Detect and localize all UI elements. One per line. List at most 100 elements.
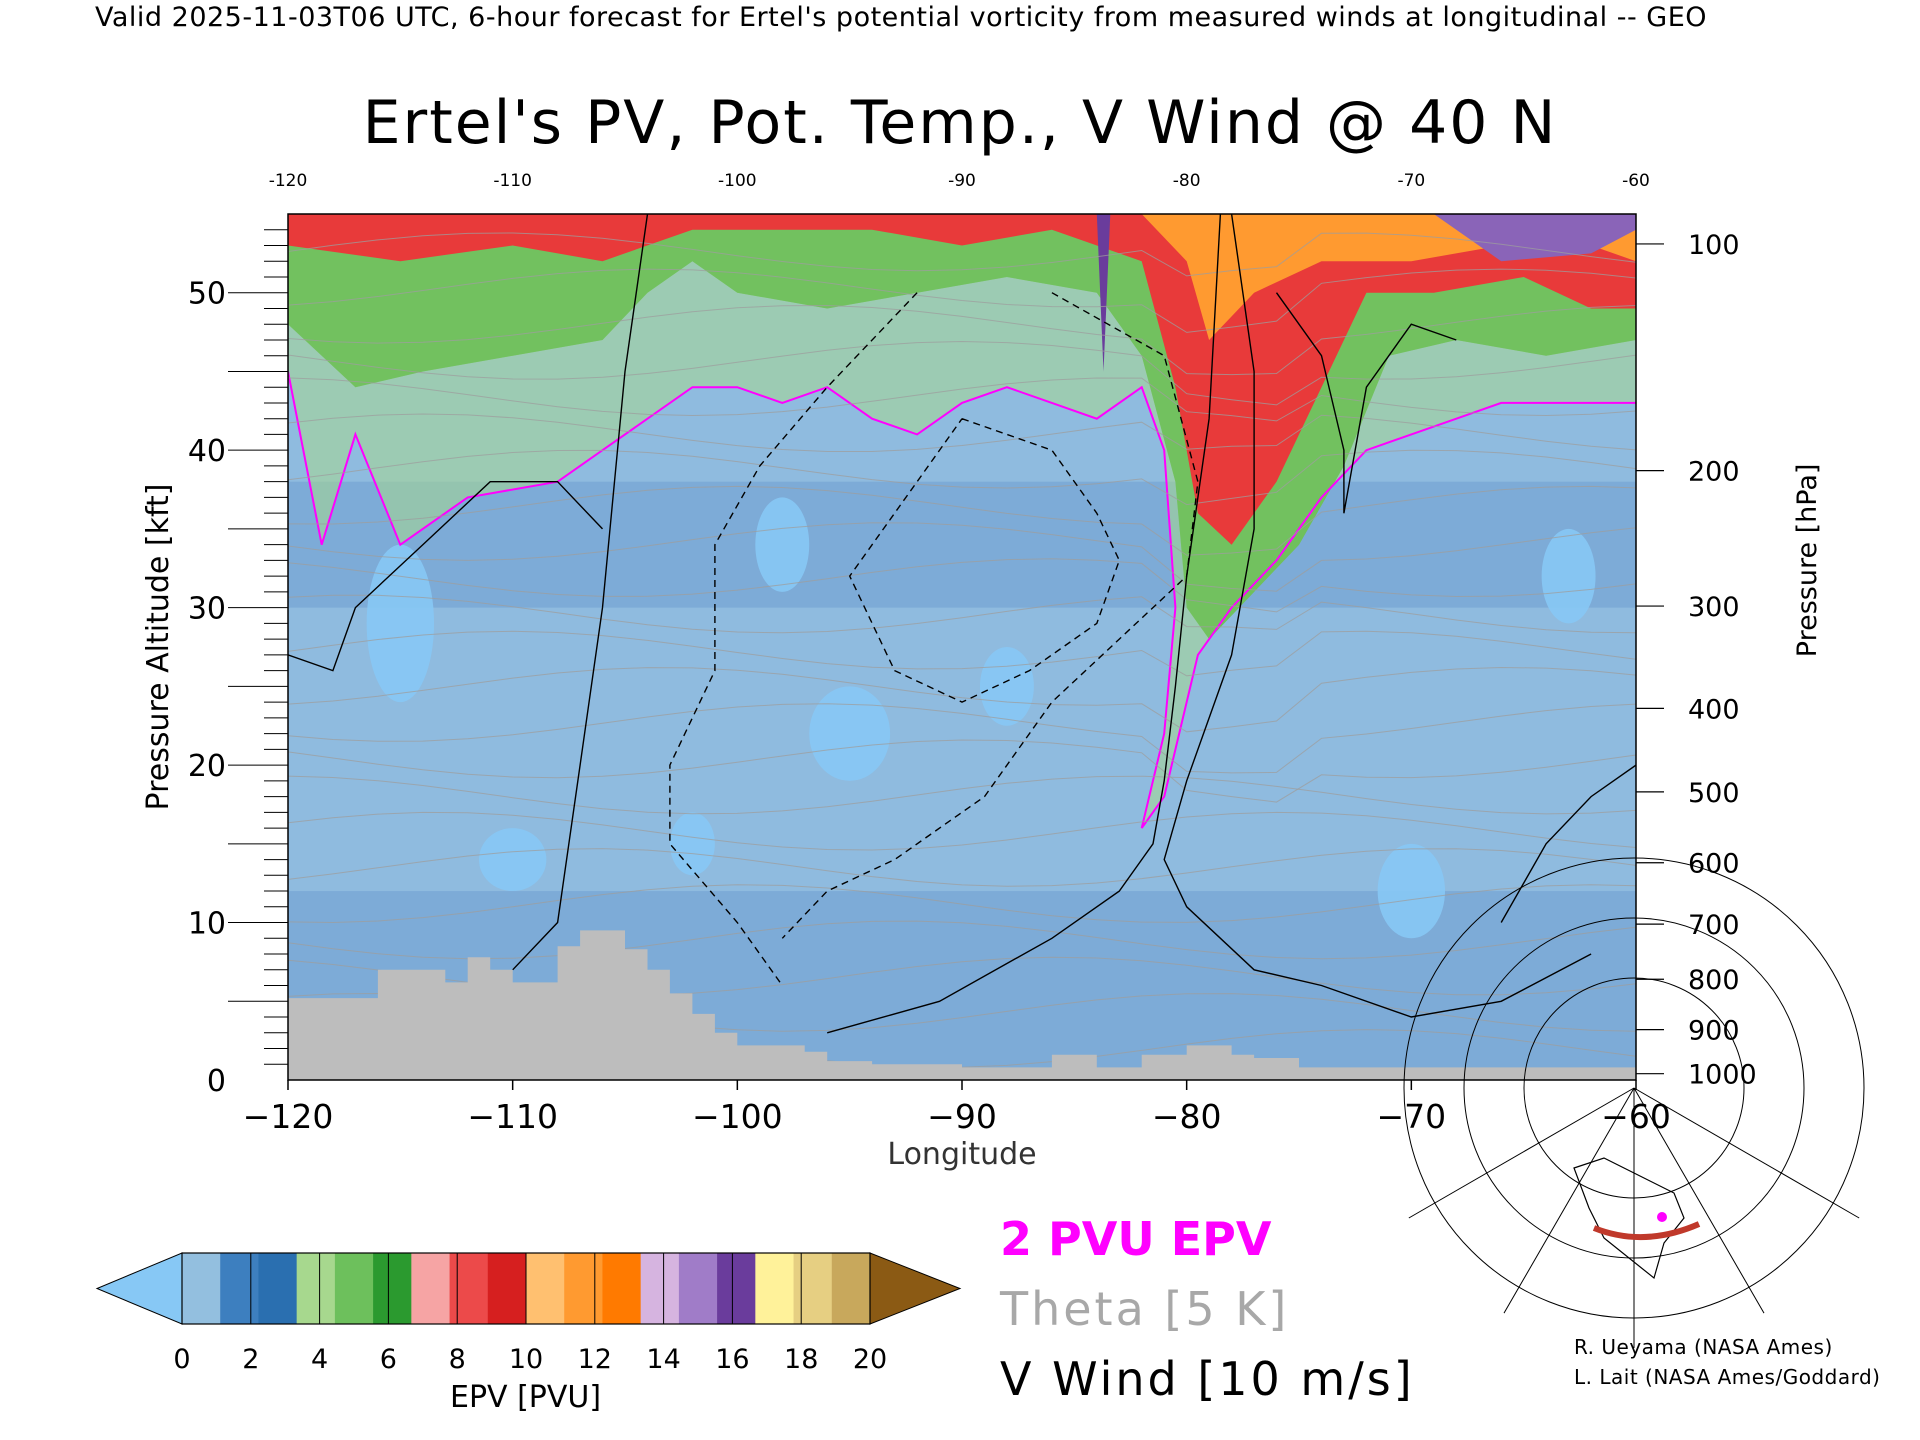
- locator-map: [1403, 857, 1865, 1348]
- theta-contour: [288, 413, 1636, 452]
- y-tick-label: 50: [188, 277, 226, 312]
- colorbar-tick-label: 16: [715, 1344, 749, 1375]
- top-tick-label: -120: [269, 171, 308, 191]
- colorbar-tick-label: 12: [578, 1344, 612, 1375]
- colorbar-segment: [640, 1253, 680, 1324]
- colorbar-tick-label: 20: [853, 1344, 887, 1375]
- colorbar: 0 2 4 6 8 10 12 14 16 18 20: [95, 1252, 962, 1375]
- colorbar-segment: [487, 1253, 527, 1324]
- theta-contour: [288, 304, 1636, 376]
- theta-contour: [288, 811, 1636, 851]
- theta-contour: [288, 377, 1636, 422]
- map-cross-section-track: [1592, 1221, 1701, 1241]
- vwind-contour-10: [1163, 214, 1592, 1018]
- light-blue-patch: [478, 828, 547, 892]
- x-tick-label: −60: [1601, 1097, 1671, 1136]
- pressure-tick-label: 700: [1688, 910, 1740, 941]
- epv-band-12pvu-top: [288, 214, 1636, 340]
- light-blue-patch: [1541, 528, 1596, 624]
- x-tick-label: −80: [1152, 1097, 1222, 1136]
- light-blue-patch: [669, 812, 715, 876]
- colorbar-segment: [334, 1253, 374, 1324]
- map-meridian: [1633, 1087, 1765, 1314]
- map-meridian: [1633, 1087, 1860, 1219]
- vwind-contour-neg: [669, 292, 918, 986]
- colorbar-segment: [602, 1253, 642, 1324]
- theta-contour: [288, 739, 1636, 803]
- top-tick-label: -90: [948, 171, 976, 191]
- colorbar-under-arrow: [95, 1252, 183, 1325]
- colorbar-tick-label: 8: [449, 1344, 466, 1375]
- colorbar-tick-label: 6: [380, 1344, 397, 1375]
- light-blue-patch: [809, 686, 891, 781]
- vwind-contour-0: [827, 214, 1222, 1034]
- colorbar-tick-label: 14: [646, 1344, 680, 1375]
- light-blue-patch: [979, 647, 1034, 726]
- y-tick-label: 10: [188, 907, 226, 942]
- colorbar-segment: [831, 1253, 871, 1324]
- pressure-tick-label: 1000: [1688, 1060, 1757, 1091]
- theta-contour: [288, 630, 1636, 677]
- top-tick-label: -100: [718, 171, 757, 191]
- light-blue-patch: [1377, 843, 1446, 939]
- colorbar-segment: [220, 1253, 259, 1324]
- theta-contour: [288, 340, 1636, 406]
- colorbar-segment: [373, 1253, 412, 1324]
- theta-contour: [288, 485, 1636, 556]
- map-meridian: [1408, 1087, 1635, 1219]
- colorbar-tick-label: 18: [784, 1344, 818, 1375]
- colorbar-frame: [181, 1252, 871, 1325]
- theta-contour: [288, 775, 1636, 815]
- map-location-marker: [1657, 1212, 1667, 1222]
- axis-layer: −120 -120 −110 -110 −100 -100 −90 -90 −80 -80 −70 -…: [141, 171, 1823, 1172]
- epv-fill-layer: [288, 214, 1636, 1080]
- colorbar-segment: [258, 1253, 298, 1324]
- theta-contour: [288, 232, 1636, 277]
- theta-contour: [288, 703, 1636, 774]
- theta-contour: [288, 558, 1636, 613]
- pressure-tick-label: 500: [1688, 778, 1740, 809]
- x-tick-label: −100: [692, 1097, 783, 1136]
- credit-line-1: R. Ueyama (NASA Ames): [1574, 1335, 1833, 1359]
- theta-contour: [288, 522, 1636, 592]
- epv-band-8pvu-top: [288, 214, 1636, 545]
- top-tick-label: -110: [493, 171, 532, 191]
- plot-title: Ertel's PV, Pot. Temp., V Wind @ 40 N: [362, 88, 1558, 158]
- pressure-tick-label: 200: [1688, 457, 1740, 488]
- colorbar-segment: [717, 1253, 756, 1324]
- colorbar-segment: [449, 1253, 489, 1324]
- colorbar-segment: [678, 1253, 718, 1324]
- epv-spike: [1096, 214, 1111, 372]
- vwind-contour-neg: [781, 292, 1199, 939]
- tropopause-2pvu-line: [288, 371, 1636, 829]
- legend-theta: Theta [5 K]: [1000, 1282, 1290, 1336]
- colorbar-tick-label: 10: [509, 1344, 543, 1375]
- colorbar-segment: [793, 1253, 833, 1324]
- y-axis-label: Pressure Altitude [kft]: [141, 484, 176, 811]
- vwind-contour-30: [1275, 292, 1457, 514]
- theta-contour: [288, 268, 1636, 333]
- pressure-tick-label: 400: [1688, 694, 1740, 725]
- colorbar-tick-label: 2: [242, 1344, 259, 1375]
- colorbar-segment: [526, 1253, 565, 1324]
- theta-contour: [288, 666, 1636, 733]
- colorbar-tick-label: 4: [311, 1344, 328, 1375]
- x-tick-label: −110: [467, 1097, 558, 1136]
- vwind-contour-10: [288, 481, 604, 672]
- vwind-contour-0: [1500, 764, 1636, 923]
- colorbar-over-arrow: [869, 1252, 962, 1325]
- light-blue-patch: [755, 497, 810, 592]
- theta-contour: [288, 884, 1636, 924]
- pressure-tick-label: 900: [1688, 1016, 1740, 1047]
- x-tick-label: −120: [243, 1097, 334, 1136]
- theta-contour: [288, 848, 1636, 887]
- colorbar-tick-label: 0: [173, 1344, 190, 1375]
- y-tick-label: 40: [188, 434, 226, 469]
- vwind-contour-neg: [848, 418, 1121, 703]
- colorbar-segment: [411, 1253, 451, 1324]
- map-meridian: [1503, 1087, 1635, 1314]
- top-tick-label: -70: [1397, 171, 1425, 191]
- legend-2pvu: 2 PVU EPV: [1000, 1212, 1272, 1266]
- y-tick-label: 30: [188, 592, 226, 627]
